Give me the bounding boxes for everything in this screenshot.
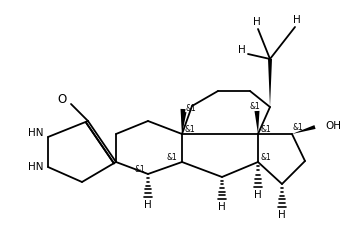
Text: H: H (254, 189, 262, 199)
Text: &1: &1 (261, 125, 272, 134)
Text: H: H (253, 17, 261, 27)
Text: H: H (238, 45, 246, 55)
Text: H: H (218, 201, 226, 211)
Text: &1: &1 (261, 153, 272, 162)
Polygon shape (180, 109, 186, 135)
Text: OH: OH (325, 120, 341, 131)
Text: &1: &1 (166, 153, 177, 162)
Text: O: O (57, 92, 67, 105)
Text: &1: &1 (249, 101, 260, 110)
Polygon shape (268, 60, 272, 108)
Text: &1: &1 (185, 125, 196, 134)
Text: H: H (144, 199, 152, 209)
Polygon shape (181, 112, 186, 135)
Text: HN: HN (28, 161, 44, 171)
Text: H: H (278, 209, 286, 219)
Text: HN: HN (28, 128, 44, 137)
Polygon shape (292, 125, 315, 135)
Polygon shape (254, 111, 260, 135)
Text: &1: &1 (293, 123, 304, 132)
Text: &1: &1 (134, 165, 145, 174)
Text: &1: &1 (186, 103, 197, 112)
Text: H: H (293, 15, 301, 25)
